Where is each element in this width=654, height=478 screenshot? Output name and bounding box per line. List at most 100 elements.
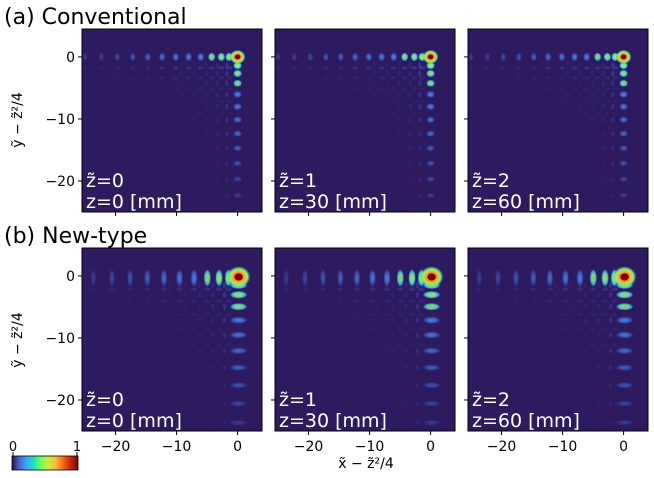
fringe-lobe [603, 52, 612, 62]
fringe-lobe [197, 52, 205, 62]
grid-lobe [578, 91, 582, 98]
grid-lobe [211, 291, 215, 298]
fringe-lobe [619, 103, 629, 111]
panel-a-1: z̃=1z=30 [mm] [271, 28, 456, 216]
grid-lobe [611, 99, 619, 103]
grid-lobe [378, 75, 385, 80]
fringe-lobe [593, 52, 602, 62]
x-tick-label: −10 [162, 439, 192, 455]
grid-lobe [418, 91, 422, 98]
grid-lobe [208, 87, 215, 91]
grid-lobe [390, 66, 397, 70]
grid-lobe [397, 287, 404, 291]
x-tick-label: −20 [294, 439, 324, 455]
grid-lobe [611, 299, 618, 303]
grid-lobe [218, 99, 225, 103]
grid-lobe [608, 291, 613, 298]
y-tick-label: −20 [45, 174, 75, 190]
grid-lobe [418, 62, 422, 69]
grid-lobe [590, 327, 597, 332]
grid-lobe [601, 80, 605, 87]
grid-lobe [594, 66, 601, 70]
row-a-label: (a) Conventional [4, 5, 187, 30]
fringe-lobe [422, 290, 441, 299]
fringe-lobe [390, 52, 398, 62]
grid-lobe [183, 291, 187, 298]
fringe-lobe [576, 268, 584, 287]
grid-lobe [401, 87, 408, 91]
panel-ztilde-label: z̃=1 [279, 389, 317, 411]
panel-frame [467, 28, 649, 213]
grid-lobe [590, 103, 594, 110]
grid-lobe [397, 91, 401, 98]
grid-lobe [418, 299, 425, 303]
grid-lobe [604, 87, 611, 91]
grid-lobe [408, 287, 416, 291]
grid-lobe [222, 303, 227, 310]
grid-lobe [397, 80, 401, 87]
grid-lobe [376, 317, 380, 324]
grid-lobe [418, 66, 426, 70]
grid-lobe [191, 287, 197, 291]
grid-lobe [577, 312, 583, 317]
grid-lobe [191, 327, 197, 332]
grid-lobe [197, 75, 204, 80]
grid-lobe [390, 87, 397, 91]
grid-lobe [604, 99, 611, 103]
grid-lobe [225, 312, 232, 317]
grid-lobe [204, 287, 211, 291]
grid-lobe [215, 91, 219, 98]
fringe-lobe [426, 103, 436, 111]
grid-lobe [401, 75, 408, 80]
grid-lobe [597, 317, 601, 324]
fringe-lobe [601, 268, 609, 287]
grid-lobe [571, 75, 578, 80]
grid-lobe [597, 281, 601, 289]
grid-lobe [601, 62, 605, 69]
panel-frame [274, 247, 456, 432]
grid-lobe [590, 80, 594, 87]
grid-lobe [411, 75, 418, 80]
grid-lobe [218, 66, 225, 70]
grid-lobe [418, 99, 426, 103]
grid-lobe [397, 103, 401, 110]
grid-lobe [594, 75, 601, 80]
fringe-lobe [615, 302, 634, 311]
grid-lobe [225, 87, 233, 91]
grid-lobe [204, 103, 208, 110]
fringe-lobe [615, 316, 634, 324]
grid-lobe [408, 299, 416, 303]
peak-core [234, 273, 243, 281]
grid-lobe [225, 91, 229, 98]
grid-lobe [222, 281, 227, 289]
grid-lobe [204, 80, 208, 87]
grid-lobe [204, 299, 211, 303]
grid-lobe [418, 312, 425, 317]
y-tick-label: 0 [66, 269, 75, 285]
grid-lobe [192, 103, 196, 110]
grid-lobe [601, 103, 605, 110]
x-tick-label: −20 [487, 439, 517, 455]
grid-lobe [378, 66, 385, 70]
grid-lobe [183, 317, 187, 324]
grid-lobe [601, 287, 609, 291]
grid-lobe [590, 312, 597, 317]
grid-lobe [601, 312, 609, 317]
grid-lobe [569, 291, 573, 298]
grid-lobe [597, 303, 601, 310]
grid-lobe [418, 87, 426, 91]
grid-lobe [218, 87, 225, 91]
panel-a-2: z̃=2z=60 [mm] [464, 28, 649, 216]
grid-lobe [385, 103, 389, 110]
panel-b-1: z̃=1z=30 [mm] −20 −10 0 [271, 247, 456, 455]
fringe-lobe [400, 52, 409, 62]
fringe-lobe [207, 52, 216, 62]
grid-lobe [225, 299, 232, 303]
fringe-lobe [383, 268, 391, 287]
panel-frame [81, 28, 263, 213]
grid-lobe [590, 287, 597, 291]
grid-lobe [418, 80, 422, 87]
y-axis-label-a: ỹ − z̃²/4 [10, 92, 26, 148]
grid-lobe [397, 312, 404, 317]
fringe-lobe [233, 69, 243, 78]
